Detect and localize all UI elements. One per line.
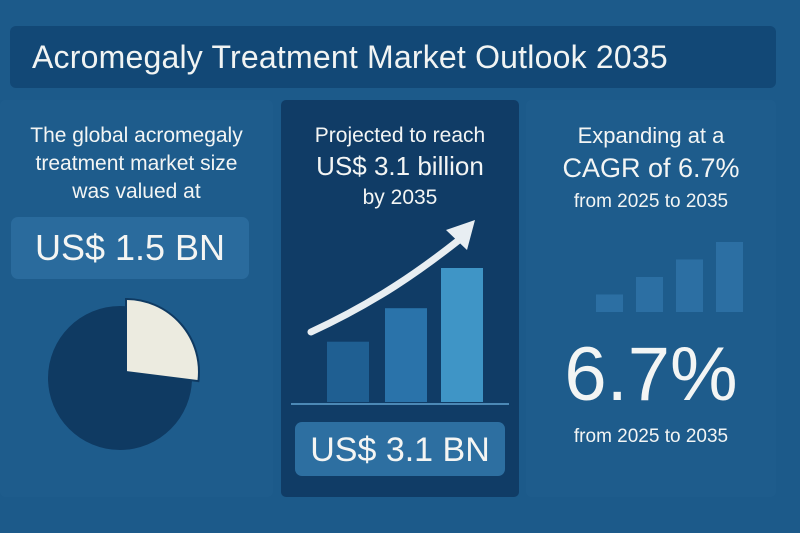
projection-panel: Projected to reach US$ 3.1 billion by 20… [281, 100, 519, 497]
growth-bar-chart [291, 220, 509, 405]
cagr-bar [636, 277, 663, 312]
mid-text-line-3: by 2035 [362, 186, 438, 209]
growth-bar [327, 341, 369, 402]
left-text-line-1: The global acromegaly [30, 124, 243, 147]
page-title: Acromegaly Treatment Market Outlook 2035 [32, 39, 668, 75]
cagr-big-value: 6.7% [564, 332, 738, 417]
left-text-line-2: treatment market size [35, 152, 238, 175]
cagr-bar [596, 294, 623, 312]
right-text-line-2: CAGR of 6.7% [562, 153, 740, 183]
projected-value-box: US$ 3.1 BN [295, 422, 505, 476]
projected-value: US$ 3.1 BN [310, 431, 490, 469]
left-text-line-3: was valued at [72, 180, 201, 203]
market-size-panel: The global acromegaly treatment market s… [0, 100, 273, 497]
market-size-value-box: US$ 1.5 BN [11, 217, 249, 279]
cagr-bar [716, 242, 743, 312]
growth-bar [441, 268, 483, 402]
growth-arrow-head [446, 220, 475, 250]
pie-highlight-slice [125, 297, 200, 383]
right-text-line-1: Expanding at a [577, 123, 725, 148]
mid-text-line-2: US$ 3.1 billion [316, 151, 484, 181]
market-share-pie-chart [48, 297, 200, 450]
growth-bar [385, 308, 427, 402]
right-text-line-3: from 2025 to 2035 [573, 191, 729, 212]
market-size-value: US$ 1.5 BN [34, 227, 226, 268]
cagr-caption: from 2025 to 2035 [573, 426, 729, 447]
title-bar: Acromegaly Treatment Market Outlook 2035 [10, 26, 776, 88]
growth-arrow-line [307, 236, 463, 336]
cagr-panel: Expanding at a CAGR of 6.7% from 2025 to… [526, 100, 776, 497]
cagr-bar [676, 259, 703, 312]
cagr-bar-chart [596, 242, 743, 312]
mid-text-line-1: Projected to reach [314, 124, 486, 147]
